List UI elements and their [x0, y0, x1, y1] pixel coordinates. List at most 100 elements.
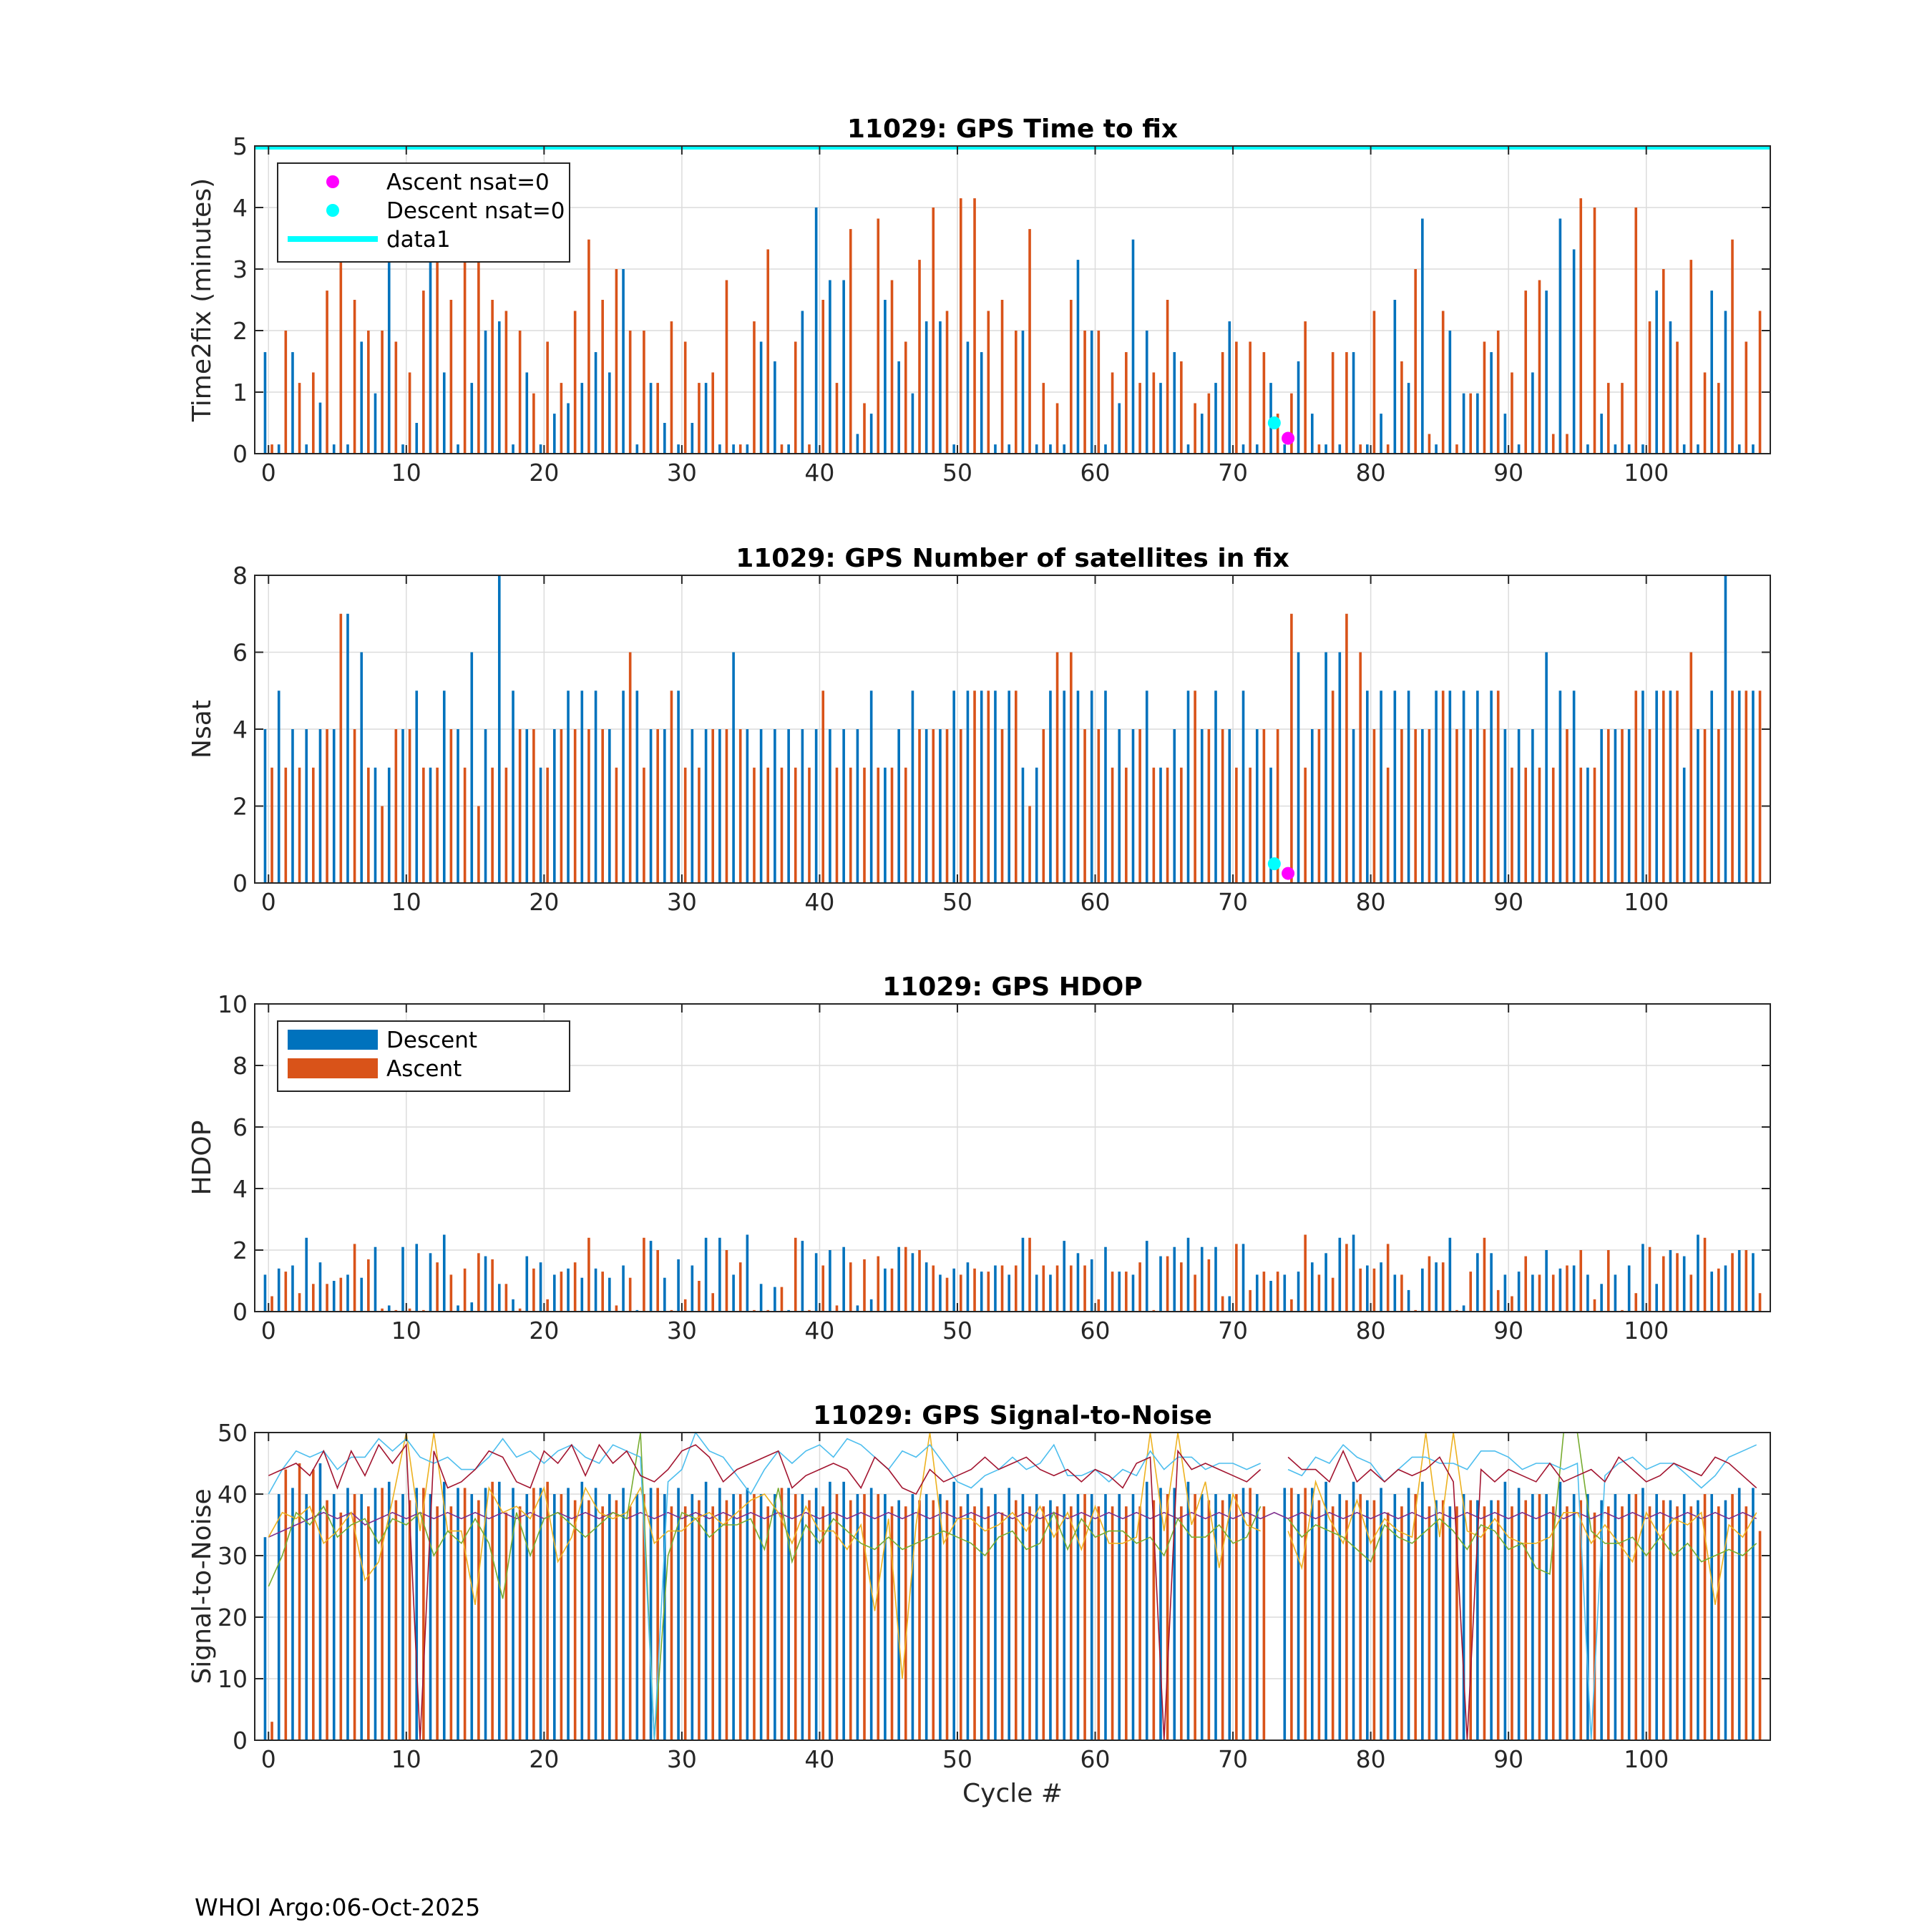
- bar-descent: [1380, 414, 1382, 454]
- bar-ascent: [1386, 444, 1390, 454]
- bar-ascent: [1676, 1506, 1679, 1740]
- bar-ascent: [1097, 331, 1101, 454]
- bar-descent: [1380, 1262, 1382, 1312]
- bar-ascent: [849, 1500, 852, 1740]
- bar-descent: [1476, 1500, 1479, 1740]
- bar-descent: [884, 1494, 887, 1740]
- bar-descent: [939, 729, 942, 883]
- bar-ascent: [1551, 1506, 1555, 1740]
- bar-ascent: [849, 767, 852, 883]
- bar-descent: [387, 250, 391, 454]
- bar-ascent: [1703, 729, 1707, 883]
- bar-ascent: [491, 300, 494, 454]
- bar-ascent: [1496, 1289, 1500, 1312]
- bar-ascent: [463, 1488, 467, 1740]
- bar-ascent: [1235, 767, 1238, 883]
- bar-descent: [1724, 1500, 1727, 1740]
- bar-descent: [1118, 1494, 1121, 1740]
- bar-ascent: [1648, 729, 1652, 883]
- bar-descent: [966, 1494, 970, 1740]
- bar-ascent: [1359, 1494, 1362, 1740]
- bar-descent: [1049, 1274, 1052, 1312]
- bar-ascent: [1676, 341, 1679, 454]
- bar-ascent: [628, 1506, 632, 1740]
- bar-ascent: [738, 1494, 742, 1740]
- bar-ascent: [753, 767, 756, 883]
- bar-descent: [1572, 1265, 1576, 1312]
- bar-ascent: [932, 1265, 935, 1312]
- bar-descent: [360, 341, 364, 454]
- bar-descent: [1366, 1500, 1369, 1740]
- bar-descent: [869, 691, 873, 883]
- x-tick-label: 0: [261, 888, 276, 916]
- bar-descent: [263, 1274, 267, 1312]
- bar-descent: [1490, 1500, 1493, 1740]
- bar-ascent: [890, 280, 894, 454]
- bar-descent: [704, 383, 708, 454]
- bar-ascent: [1235, 341, 1238, 454]
- bar-ascent: [1152, 1309, 1156, 1312]
- bar-ascent: [1207, 1500, 1211, 1740]
- bar-descent: [1241, 1488, 1245, 1740]
- bar-ascent: [670, 1309, 673, 1312]
- bar-ascent: [298, 1463, 301, 1740]
- bar-ascent: [711, 1293, 714, 1312]
- bar-ascent: [1015, 331, 1018, 454]
- bar-descent: [1186, 1481, 1190, 1740]
- bar-descent: [1118, 403, 1121, 454]
- bar-ascent: [1262, 352, 1266, 454]
- bar-descent: [663, 1494, 666, 1740]
- bar-descent: [553, 729, 556, 883]
- bar-descent: [1255, 1494, 1259, 1740]
- bar-ascent: [753, 321, 756, 454]
- bar-ascent: [1400, 729, 1403, 883]
- bar-ascent: [408, 729, 411, 883]
- bar-ascent: [1538, 767, 1541, 883]
- bar-ascent: [1689, 1274, 1693, 1312]
- y-tick-label: 40: [218, 1480, 248, 1508]
- bar-ascent: [1290, 613, 1293, 883]
- bar-descent: [704, 1237, 708, 1312]
- bar-ascent: [959, 729, 962, 883]
- bar-ascent: [1703, 372, 1707, 454]
- bar-descent: [1255, 1274, 1259, 1312]
- bar-descent: [939, 321, 942, 454]
- bar-ascent: [1414, 1494, 1417, 1740]
- y-tick-label: 20: [218, 1604, 248, 1631]
- bar-descent: [814, 208, 818, 454]
- bar-descent: [759, 729, 763, 883]
- bar-descent: [1049, 1500, 1052, 1740]
- bar-ascent: [835, 383, 839, 454]
- bar-ascent: [312, 1284, 315, 1312]
- x-tick-label: 100: [1624, 1317, 1669, 1345]
- x-tick-label: 0: [261, 459, 276, 487]
- bar-descent: [1076, 1253, 1080, 1312]
- bar-descent: [553, 1274, 556, 1312]
- bar-descent: [346, 444, 349, 454]
- bar-descent: [594, 1268, 597, 1312]
- x-tick-label: 100: [1624, 459, 1669, 487]
- ascent-nsat0-marker: [1282, 431, 1295, 445]
- bar-ascent: [1428, 729, 1431, 883]
- x-tick-label: 50: [942, 1317, 972, 1345]
- bar-descent: [1421, 1481, 1424, 1740]
- bar-descent: [1737, 1488, 1741, 1740]
- bar-descent: [1200, 1494, 1204, 1740]
- bar-descent: [1214, 691, 1217, 883]
- bar-descent: [1586, 1274, 1589, 1312]
- bar-ascent: [1455, 729, 1458, 883]
- bar-ascent: [835, 1305, 839, 1312]
- bar-descent: [1503, 1481, 1507, 1740]
- bar-descent: [1600, 414, 1603, 454]
- bar-ascent: [1511, 767, 1513, 883]
- y-tick-label: 1: [233, 379, 248, 406]
- bar-descent: [718, 1488, 721, 1740]
- bar-ascent: [339, 260, 343, 454]
- bar-ascent: [1235, 1494, 1238, 1740]
- bar-ascent: [1152, 372, 1156, 454]
- bar-ascent: [656, 1488, 659, 1740]
- bar-ascent: [1180, 767, 1183, 883]
- bar-descent: [635, 444, 639, 454]
- legend-swatch: [288, 1030, 378, 1050]
- bar-ascent: [504, 311, 508, 454]
